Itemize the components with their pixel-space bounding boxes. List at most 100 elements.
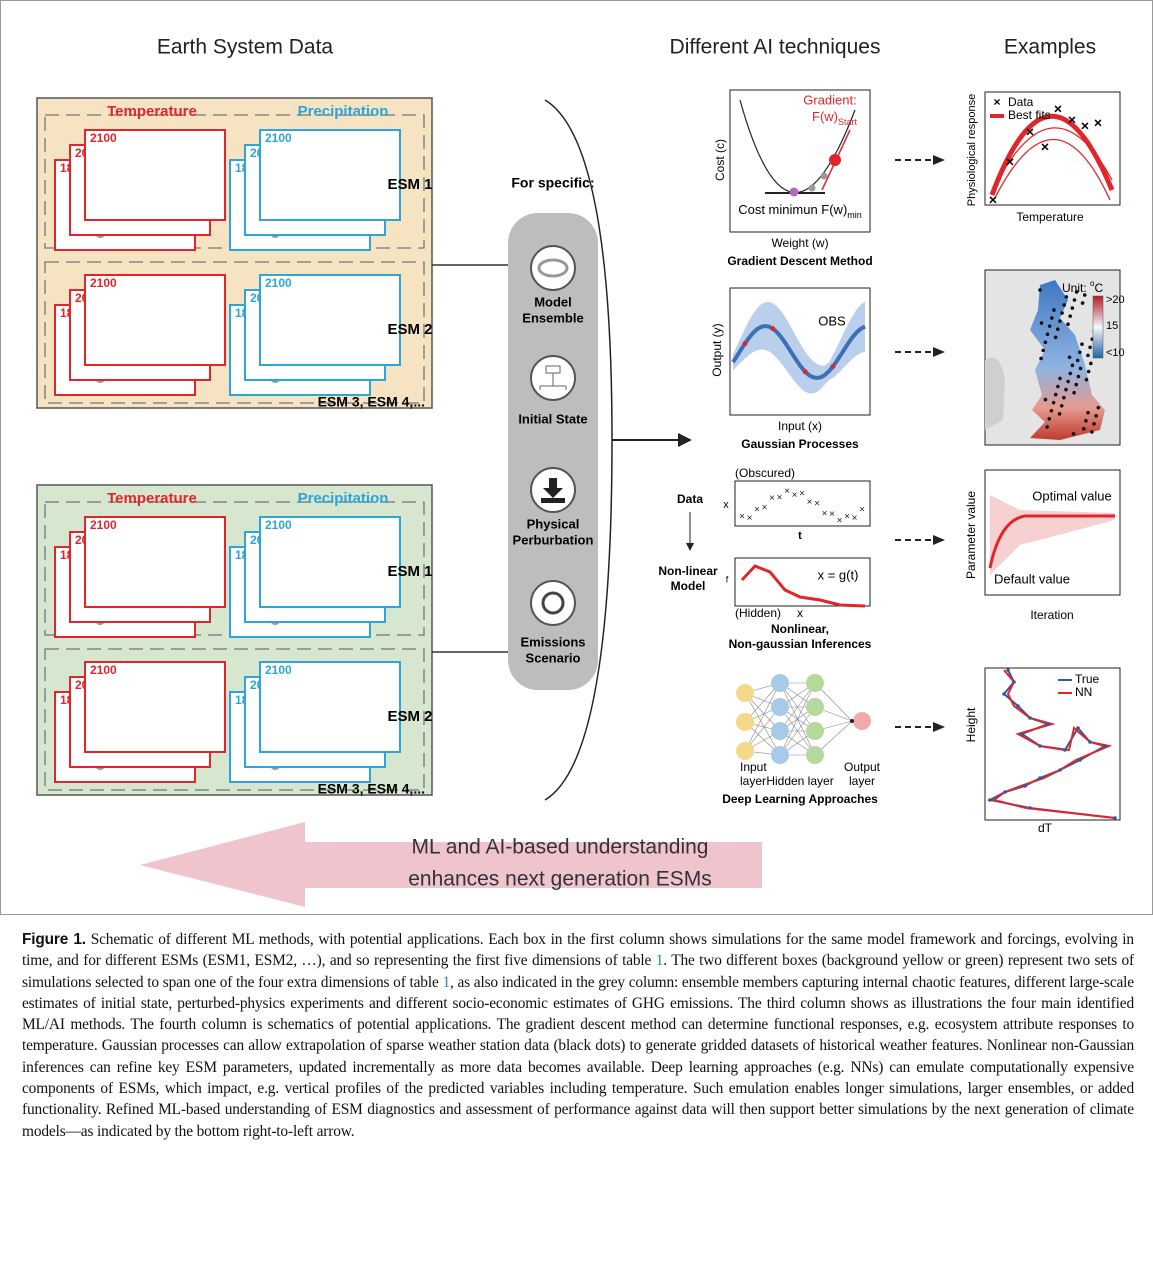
year-frame [259, 129, 401, 221]
station [1066, 379, 1070, 384]
coast [985, 357, 1005, 430]
plot-frame [984, 667, 1121, 821]
station [1050, 316, 1054, 320]
esm-label: ESM 2 [387, 708, 432, 725]
connection [744, 682, 781, 752]
icon-shape [537, 258, 569, 278]
station [1086, 353, 1090, 358]
x-label: t [798, 530, 802, 542]
station [1064, 387, 1068, 392]
year-label: 2100 [90, 276, 117, 290]
arrow-head [933, 722, 945, 732]
data-marker: × [829, 509, 835, 520]
station [1078, 366, 1083, 371]
station [1080, 301, 1085, 305]
legend-label: Best fits [1008, 108, 1051, 122]
icon-shape [541, 478, 565, 503]
station [1062, 303, 1067, 307]
station [1043, 340, 1048, 345]
station [1043, 397, 1048, 402]
data-marker: × [754, 504, 760, 515]
year-label: 2100 [265, 518, 292, 532]
table-ref[interactable]: 1 [442, 973, 450, 991]
arrow-head [678, 433, 692, 447]
station [1047, 417, 1052, 421]
point [1038, 744, 1042, 748]
table-ref[interactable]: 1 [655, 952, 664, 970]
colorbar-label: >20 [1106, 294, 1125, 306]
data-marker: × [784, 486, 790, 497]
colorbar-label: 15 [1106, 320, 1118, 332]
data-marker: × [1006, 154, 1014, 170]
esm-more: ESM 3, ESM 4,... [318, 394, 425, 410]
data-marker: × [837, 515, 843, 526]
figure: Earth System Data Different AI techniques… [0, 0, 1153, 915]
layer-label: Input [740, 760, 767, 774]
factor-label: Model [534, 294, 572, 309]
station [1074, 382, 1079, 387]
annotation: Start [838, 117, 858, 127]
point [1076, 726, 1080, 730]
unit-label: Unit: oC [1062, 279, 1103, 295]
station [1074, 290, 1079, 294]
station [1066, 322, 1070, 327]
data-marker: × [1081, 118, 1089, 134]
y-label: f [726, 574, 729, 584]
esm-label: ESM 1 [387, 176, 432, 193]
variable-label: Precipitation [298, 490, 389, 507]
station [1094, 413, 1098, 418]
year-frame [84, 516, 226, 608]
data-marker: × [739, 511, 745, 522]
neuron [736, 742, 754, 760]
panel-title: Gaussian Processes [741, 437, 859, 451]
caption-text: , as also indicated in the grey column: … [22, 973, 1134, 1140]
point [988, 798, 992, 802]
year-label: 2100 [90, 518, 117, 532]
station [1056, 384, 1060, 389]
point [1012, 680, 1016, 684]
layer-label: layer [740, 774, 766, 788]
panel-title: Non-gaussian Inferences [729, 637, 872, 651]
station [1045, 332, 1050, 337]
point [1046, 722, 1050, 726]
annotation: Gradient: [803, 92, 856, 107]
point [1003, 790, 1007, 794]
legend-label: NN [1075, 685, 1092, 699]
colorbar [1092, 295, 1104, 359]
neuron [806, 698, 824, 716]
point [829, 154, 841, 166]
data-marker: × [1054, 101, 1062, 117]
panel-title: Nonlinear, [771, 622, 829, 636]
station [1084, 377, 1089, 382]
station [1039, 356, 1043, 361]
station [1068, 314, 1072, 318]
year-label: 2100 [265, 663, 292, 677]
annotation: Cost minimun F(w)min [738, 202, 862, 220]
year-label: 2100 [265, 131, 292, 145]
arrow-text: enhances next generation ESMs [408, 868, 712, 891]
point [1002, 692, 1006, 696]
spread-band [990, 495, 1115, 575]
neuron [853, 712, 871, 730]
x-label: dT [1038, 821, 1053, 835]
column-title: Earth System Data [157, 36, 334, 59]
obs-point [802, 368, 808, 374]
plot-frame [734, 480, 871, 527]
x-label: Temperature [1016, 210, 1084, 224]
station [1071, 432, 1076, 436]
esm-label: ESM 1 [387, 563, 432, 580]
esm-more: ESM 3, ESM 4,... [318, 781, 425, 797]
plot-frame [984, 91, 1121, 206]
point [1088, 740, 1092, 744]
point [820, 172, 828, 180]
factor-icon [530, 245, 576, 291]
station [1041, 348, 1046, 353]
for-specific: For specific: [511, 175, 594, 191]
fit-curve [989, 113, 1115, 196]
mean-line [731, 323, 866, 381]
icon-shape [539, 373, 567, 390]
station [1058, 376, 1062, 381]
year-frame [84, 129, 226, 221]
annotation: (Hidden) [735, 606, 781, 620]
point [1058, 768, 1062, 772]
